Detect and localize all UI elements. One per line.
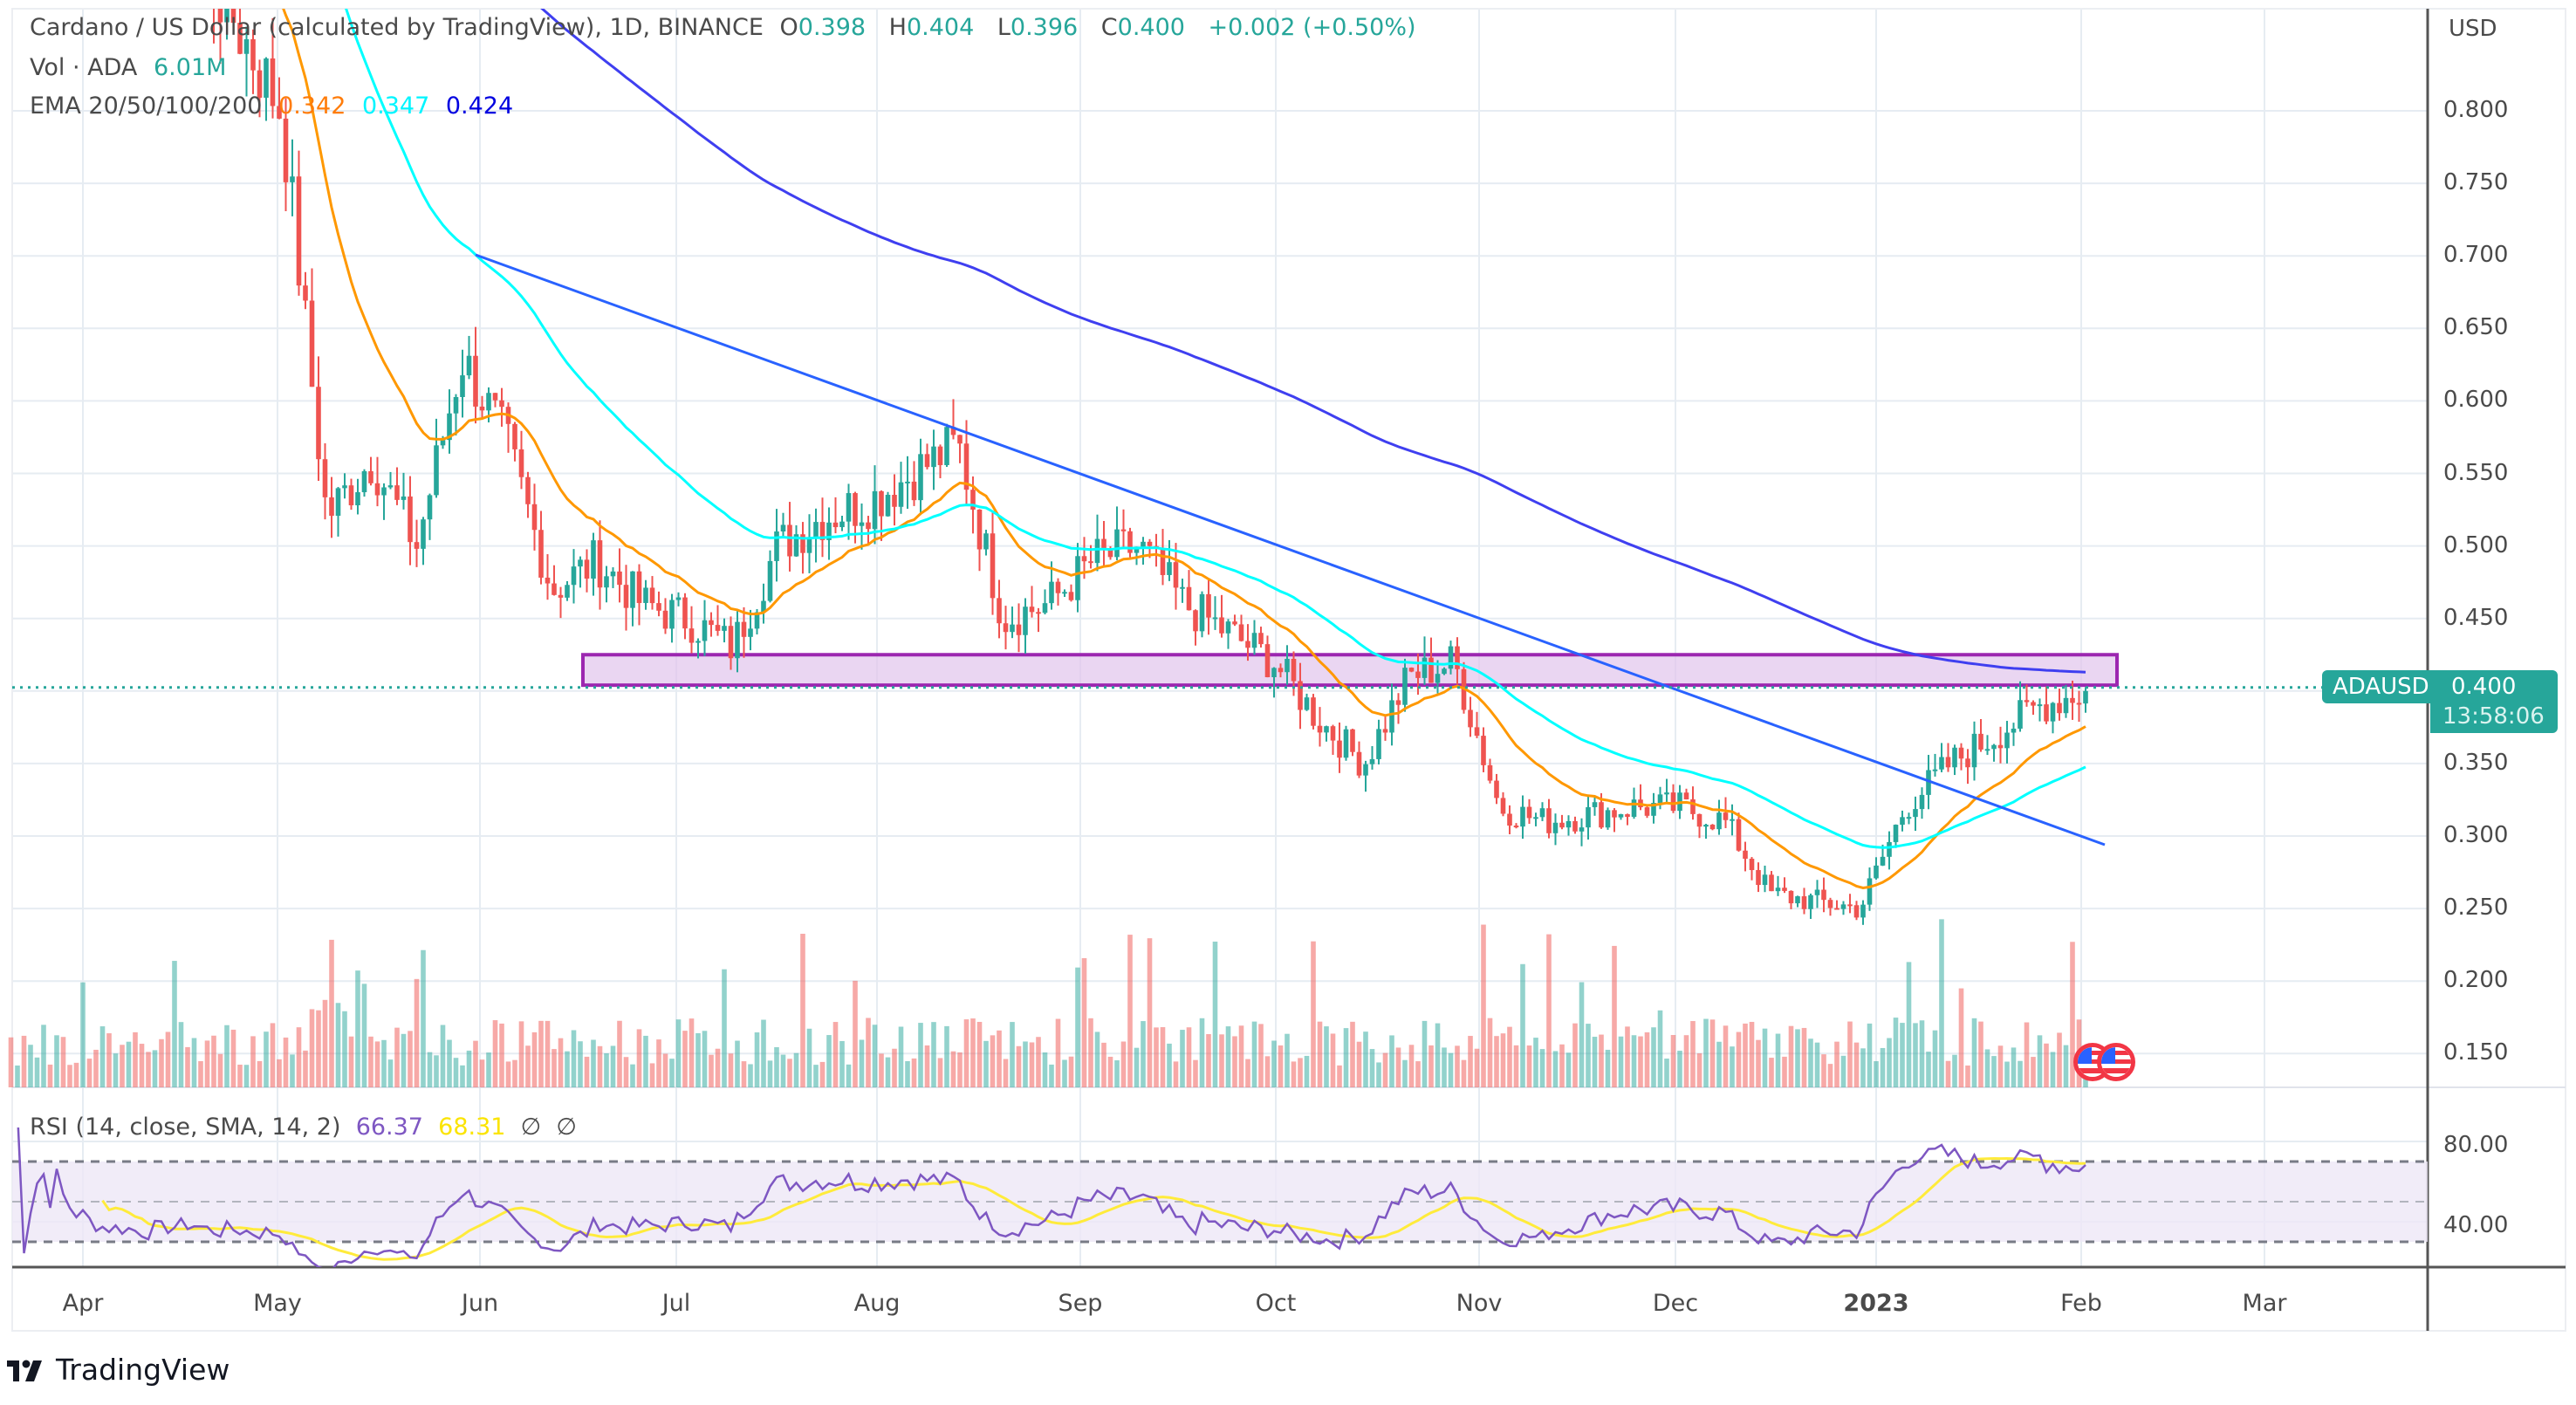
time-tick: Jun bbox=[461, 1290, 499, 1317]
rsi-tick-80: 80.00 bbox=[2443, 1132, 2509, 1158]
rsi-line bbox=[17, 1127, 2086, 1267]
volume-label: Vol · ADA bbox=[30, 54, 138, 81]
ema200-value: 0.424 bbox=[445, 93, 514, 120]
ema-legend[interactable]: EMA 20/50/100/200 0.342 0.347 0.424 bbox=[30, 91, 522, 122]
price-tick: 0.600 bbox=[2443, 387, 2509, 414]
price-tick: 0.250 bbox=[2443, 894, 2509, 922]
descending-trendline bbox=[475, 253, 2106, 846]
us-flag-event-icon[interactable] bbox=[2097, 1043, 2135, 1081]
grid bbox=[12, 9, 2428, 1267]
price-tick: 0.650 bbox=[2443, 314, 2509, 341]
last-price-tag: 0.400 13:58:06 bbox=[2430, 670, 2558, 733]
time-tick: Oct bbox=[1255, 1290, 1297, 1317]
ema50-value: 0.347 bbox=[361, 93, 430, 120]
price-tick: 0.350 bbox=[2443, 749, 2509, 776]
price-tick: 0.300 bbox=[2443, 822, 2509, 848]
volume-bars bbox=[8, 919, 2088, 1087]
ema20-line bbox=[282, 9, 2086, 890]
rsi-extra-2: ∅ bbox=[556, 1114, 577, 1141]
bar-countdown: 13:58:06 bbox=[2442, 703, 2545, 730]
high-value: 0.404 bbox=[906, 14, 975, 41]
resistance-zone bbox=[581, 653, 2119, 688]
logo-text: TradingView bbox=[56, 1353, 230, 1387]
price-tick: 0.500 bbox=[2443, 531, 2509, 559]
time-tick: Apr bbox=[62, 1290, 104, 1317]
rsi-extra-1: ∅ bbox=[520, 1114, 542, 1141]
volume-legend[interactable]: Vol · ADA 6.01M bbox=[30, 52, 235, 84]
time-tick: 2023 bbox=[1843, 1290, 1909, 1317]
symbol-price-tag: ADAUSD bbox=[2322, 670, 2440, 703]
price-tick: 0.750 bbox=[2443, 169, 2509, 196]
last-price: 0.400 bbox=[2451, 674, 2517, 700]
tradingview-logo[interactable]: TradingView bbox=[7, 1353, 230, 1387]
high-key: H bbox=[888, 14, 907, 41]
open-key: O bbox=[779, 14, 798, 41]
ema200-line bbox=[540, 9, 2086, 674]
low-value: 0.396 bbox=[1010, 14, 1079, 41]
us-flag-event-icon[interactable] bbox=[2073, 1043, 2112, 1081]
rsi-legend[interactable]: RSI (14, close, SMA, 14, 2) 66.37 68.31 … bbox=[30, 1114, 577, 1141]
close-value: 0.400 bbox=[1117, 14, 1185, 41]
time-tick: Jul bbox=[661, 1290, 691, 1317]
time-tick: May bbox=[253, 1290, 302, 1317]
low-key: L bbox=[997, 14, 1011, 41]
price-tick: 0.550 bbox=[2443, 459, 2509, 486]
rsi-sma-value: 68.31 bbox=[438, 1114, 506, 1141]
tradingview-logo-icon bbox=[7, 1360, 42, 1381]
rsi-label: RSI (14, close, SMA, 14, 2) bbox=[30, 1114, 341, 1141]
time-tick: Nov bbox=[1456, 1290, 1503, 1317]
price-tick: 0.150 bbox=[2443, 1039, 2509, 1066]
ema-label: EMA 20/50/100/200 bbox=[30, 93, 263, 120]
time-tick: Sep bbox=[1058, 1290, 1103, 1317]
time-tick: Feb bbox=[2060, 1290, 2102, 1317]
close-key: C bbox=[1100, 14, 1118, 41]
rsi-sma-line bbox=[101, 1156, 2086, 1261]
time-tick: Dec bbox=[1652, 1290, 1699, 1317]
price-tick: 0.800 bbox=[2443, 97, 2509, 123]
rsi-tick-40: 40.00 bbox=[2443, 1212, 2509, 1238]
currency-label[interactable]: USD bbox=[2449, 16, 2497, 42]
price-tick: 0.200 bbox=[2443, 967, 2509, 994]
price-tick: 0.450 bbox=[2443, 604, 2509, 631]
open-value: 0.398 bbox=[798, 14, 867, 41]
ema50-line bbox=[345, 9, 2086, 849]
ema20-value: 0.342 bbox=[278, 93, 346, 120]
time-tick: Aug bbox=[853, 1290, 901, 1317]
volume-value: 6.01M bbox=[154, 54, 227, 81]
price-change: +0.002 (+0.50%) bbox=[1208, 14, 1416, 41]
symbol-title: Cardano / US Dollar (calculated by Tradi… bbox=[30, 14, 764, 41]
time-tick: Mar bbox=[2242, 1290, 2287, 1317]
rsi-value: 66.37 bbox=[355, 1114, 423, 1141]
symbol-legend: Cardano / US Dollar (calculated by Tradi… bbox=[30, 12, 1425, 44]
price-tick: 0.700 bbox=[2443, 242, 2509, 269]
